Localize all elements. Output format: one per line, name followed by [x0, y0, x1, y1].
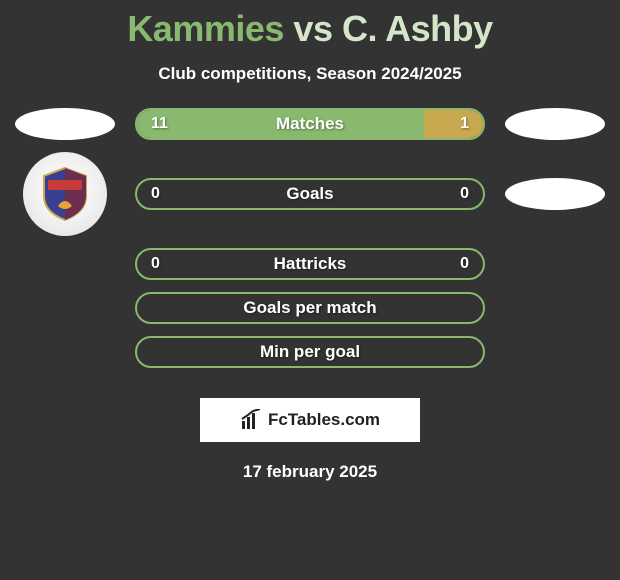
stat-row-gpm: Goals per match	[0, 292, 620, 324]
comparison-title: Kammies vs C. Ashby	[0, 8, 620, 50]
stat-bar-goals: 0 Goals 0	[135, 178, 485, 210]
stat-row-hattricks: 0 Hattricks 0	[0, 248, 620, 280]
stat-bar-gpm: Goals per match	[135, 292, 485, 324]
branding-box: FcTables.com	[200, 398, 420, 442]
player2-avatar-placeholder	[505, 108, 605, 140]
stat-bar-matches: 11 Matches 1	[135, 108, 485, 140]
vs-text: vs	[293, 8, 332, 49]
bar-label: Matches	[137, 114, 483, 134]
bar-value-right: 0	[460, 255, 469, 273]
chart-icon	[240, 409, 262, 431]
bar-value-right: 0	[460, 185, 469, 203]
bar-label: Hattricks	[137, 254, 483, 274]
generation-date: 17 february 2025	[0, 462, 620, 482]
bar-label: Min per goal	[137, 342, 483, 362]
stat-row-goals: 0 Goals 0	[0, 152, 620, 236]
team2-logo-placeholder	[505, 178, 605, 210]
stat-row-mpg: Min per goal	[0, 336, 620, 368]
player1-name: Kammies	[127, 8, 284, 49]
bar-label: Goals	[137, 184, 483, 204]
bar-label: Goals per match	[137, 298, 483, 318]
stat-bar-mpg: Min per goal	[135, 336, 485, 368]
stat-bar-hattricks: 0 Hattricks 0	[135, 248, 485, 280]
subtitle: Club competitions, Season 2024/2025	[0, 64, 620, 84]
branding-text: FcTables.com	[268, 410, 380, 430]
team1-logo	[23, 152, 107, 236]
shield-icon	[40, 166, 90, 222]
player2-name: C. Ashby	[342, 8, 493, 49]
bar-value-right: 1	[460, 115, 469, 133]
player1-avatar-placeholder	[15, 108, 115, 140]
stat-row-matches: 11 Matches 1	[0, 108, 620, 140]
